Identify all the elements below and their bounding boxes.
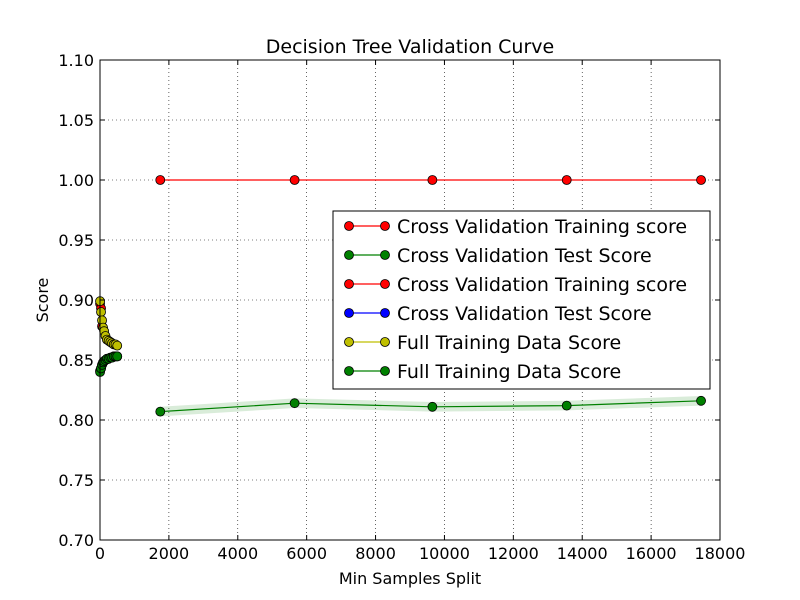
legend-marker [380,308,390,318]
data-point [561,400,572,411]
y-axis-label: Score [33,278,52,323]
y-tick-label: 0.70 [58,531,94,550]
data-point [96,307,106,317]
y-tick-label: 1.10 [58,51,94,70]
x-tick-label: 2000 [149,544,190,563]
y-tick-label: 0.95 [58,231,94,250]
x-tick-label: 16000 [626,544,677,563]
x-tick-label: 18000 [695,544,746,563]
data-point [155,406,166,417]
data-point [155,175,166,185]
legend-marker [380,221,390,231]
data-point [561,175,572,185]
y-tick-label: 0.85 [58,351,94,370]
legend-marker [344,308,354,318]
x-tick-label: 4000 [217,544,258,563]
legend-label: Cross Validation Test Score [397,245,652,267]
legend-marker [344,221,354,231]
y-tick-label: 0.90 [58,291,94,310]
legend-label: Cross Validation Training score [397,216,687,238]
legend-marker [380,337,390,347]
legend-label: Full Training Data Score [397,332,621,354]
y-tick-label: 1.00 [58,171,94,190]
legend-marker [344,279,354,289]
x-tick-label: 14000 [557,544,608,563]
data-point [289,398,300,409]
legend-marker [344,337,354,347]
series-group [95,175,706,417]
legend-marker [344,366,354,376]
x-axis-label: Min Samples Split [339,569,481,588]
legend-marker [380,279,390,289]
chart-title: Decision Tree Validation Curve [266,36,554,58]
data-point [696,395,706,406]
data-point [112,340,123,351]
legend: Cross Validation Training score Cross Val… [332,210,711,390]
x-tick-label: 0 [95,544,105,563]
legend-marker [344,250,354,260]
x-tick-label: 12000 [488,544,539,563]
legend-label: Cross Validation Training score [397,274,687,296]
x-tick-label: 10000 [419,544,470,563]
data-point [112,351,123,362]
y-tick-label: 0.80 [58,411,94,430]
legend-label: Cross Validation Test Score [397,303,652,325]
data-point [289,175,300,185]
axis-ticks: 0 2000 4000 6000 8000 10000 12000 14000 16000 180… [58,51,745,563]
x-tick-label: 6000 [286,544,327,563]
data-point [696,175,706,185]
data-point [427,401,438,412]
legend-box [332,210,711,390]
data-point [427,175,438,185]
legend-label: Full Training Data Score [397,361,621,383]
legend-marker [380,366,390,376]
x-tick-label: 8000 [355,544,396,563]
y-tick-label: 1.05 [58,111,94,130]
legend-marker [380,250,390,260]
y-tick-label: 0.75 [58,471,94,490]
